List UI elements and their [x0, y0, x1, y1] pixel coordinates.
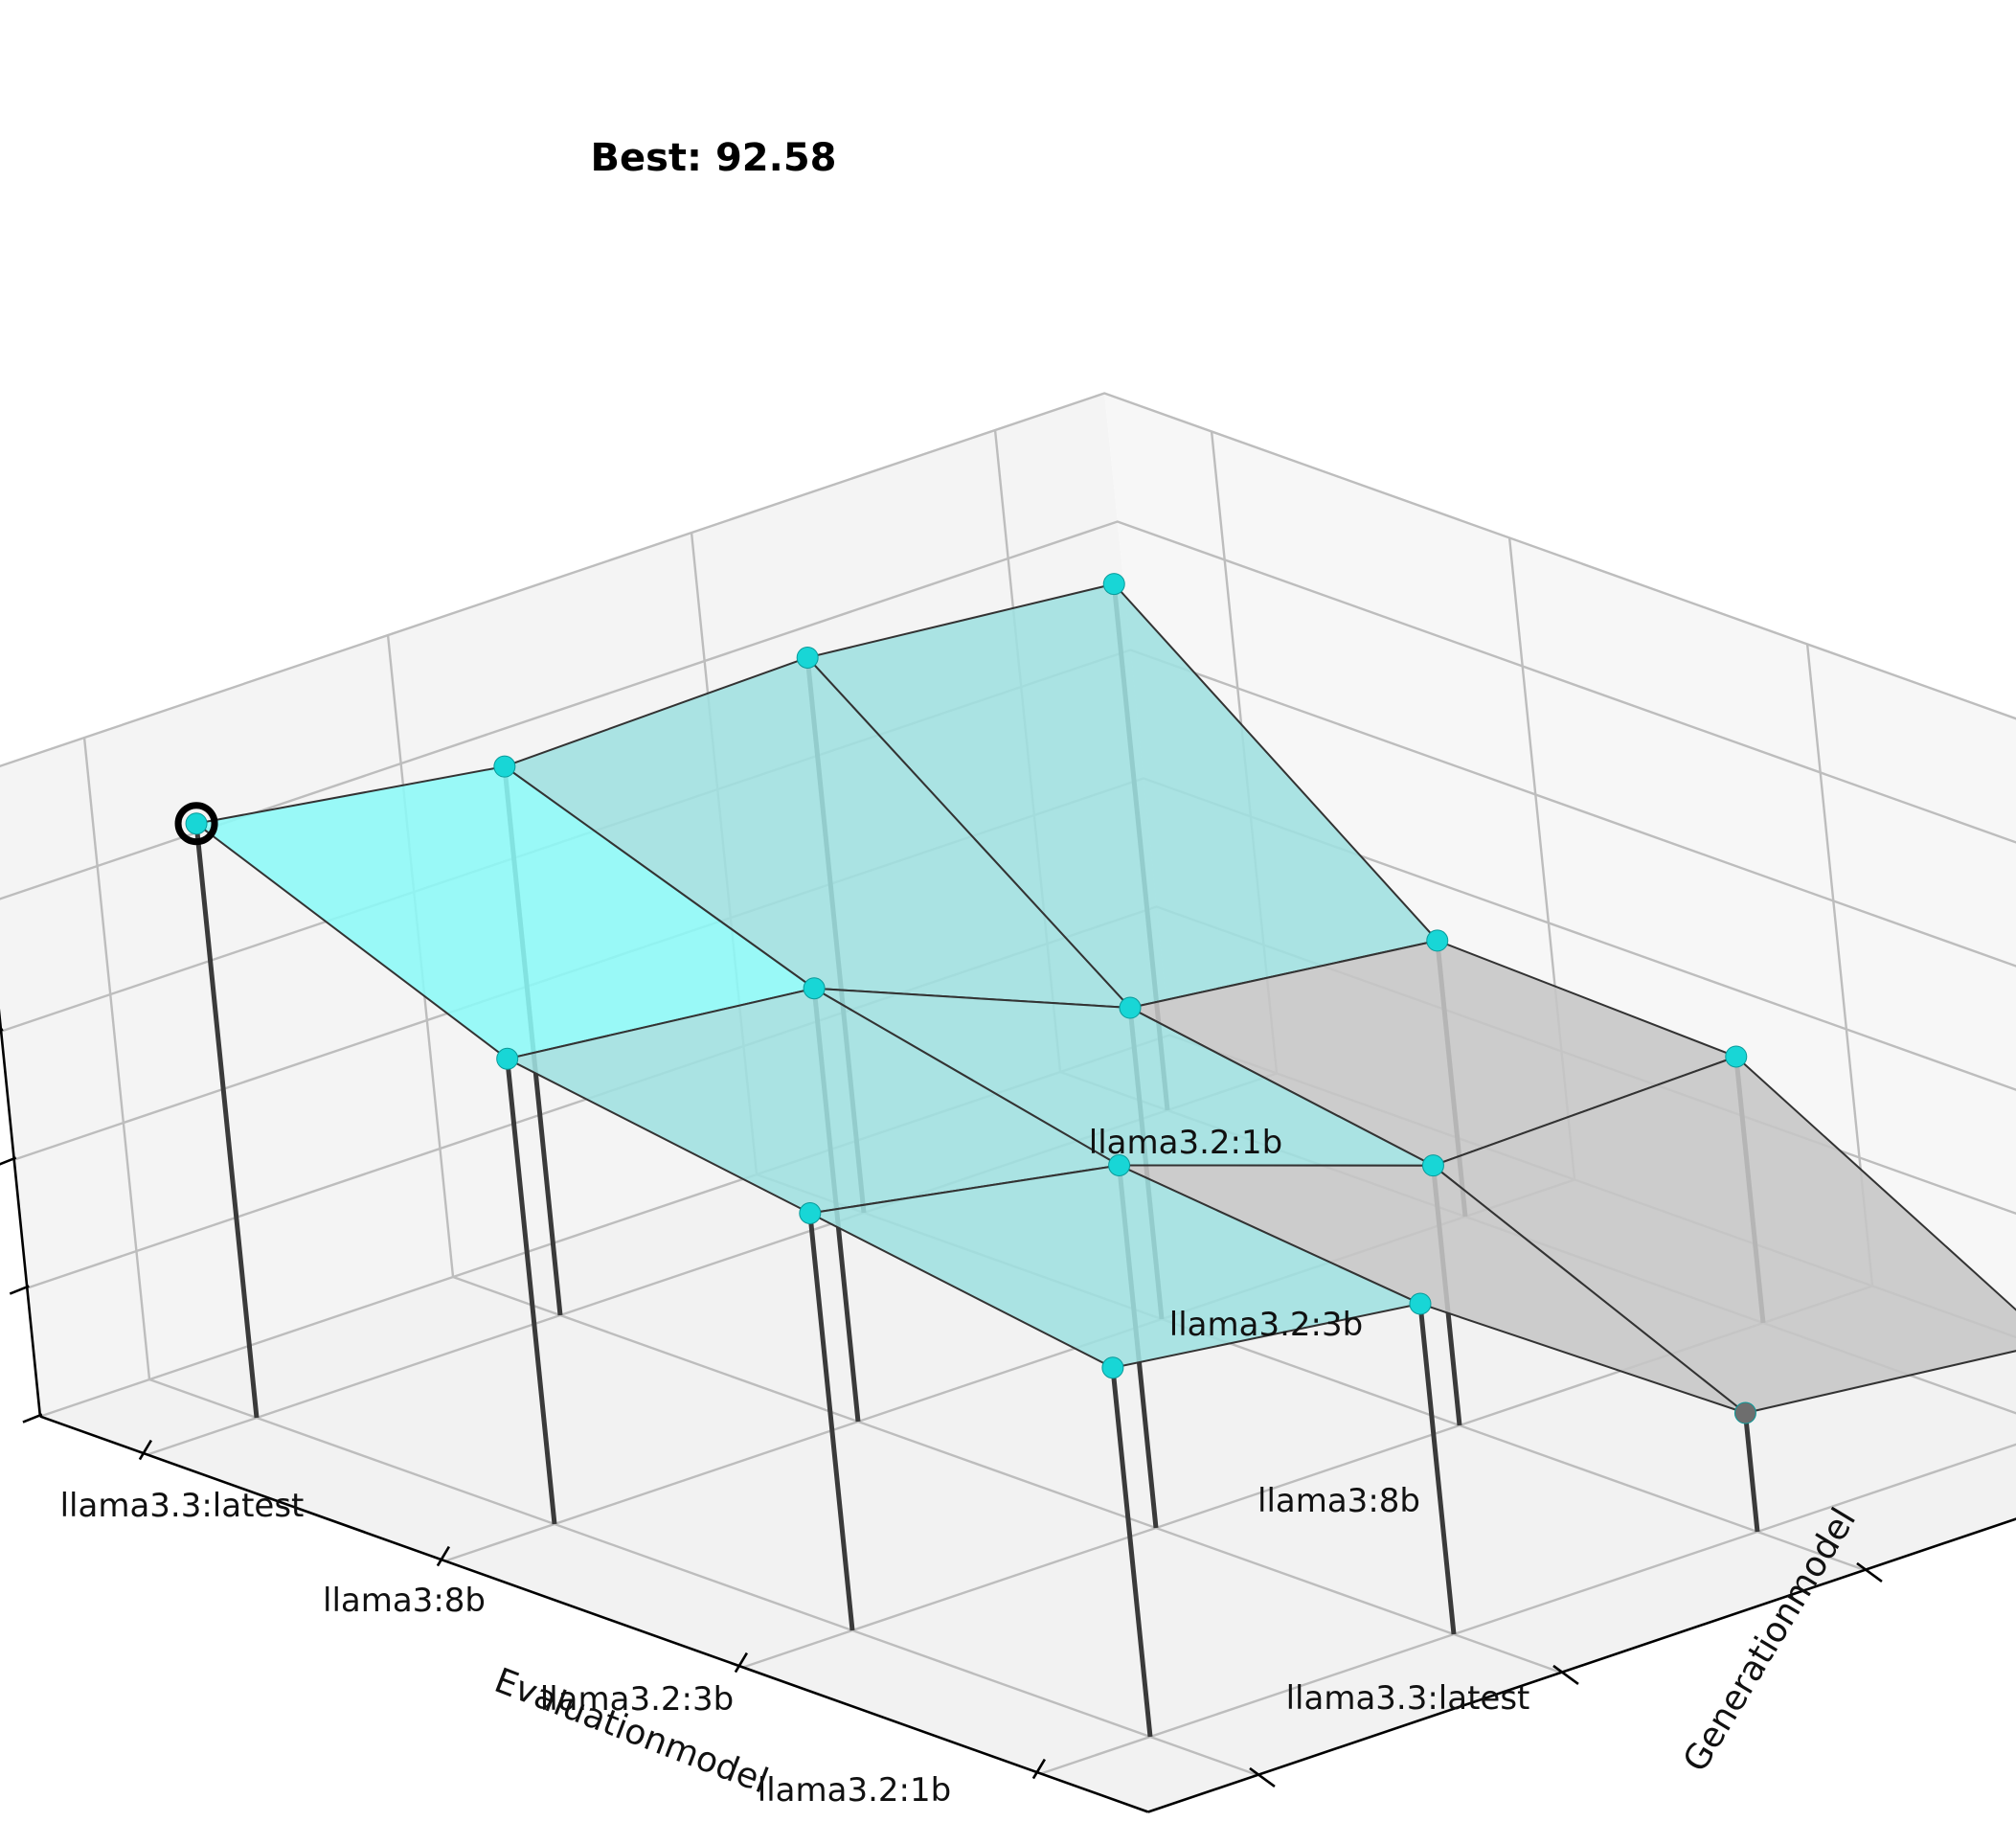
x-tick [436, 1545, 450, 1567]
stem-line [505, 1058, 557, 1525]
data-point [1119, 996, 1142, 1019]
y-axis-line [1147, 1517, 2016, 1813]
x-tick-label: llama3.3:latest [60, 1487, 305, 1525]
y-tick [1856, 1561, 1883, 1583]
y-tick-label: llama3:8b [1257, 1482, 1420, 1520]
y-tick-label: llama3.3:latest [1286, 1679, 1530, 1718]
data-point [1426, 929, 1449, 952]
data-point [1108, 1153, 1131, 1176]
data-point [185, 812, 208, 835]
data-point [1725, 1045, 1748, 1068]
x-tick [734, 1651, 748, 1674]
grid-line-gen-wall [82, 737, 151, 1380]
data-point [493, 755, 516, 778]
z-tick [0, 1156, 17, 1166]
y-tick-label: llama3.2:3b [1169, 1306, 1363, 1344]
x-axis-line [39, 1415, 1149, 1813]
y-tick [1249, 1766, 1276, 1788]
data-point [1421, 1154, 1444, 1177]
grid-line-z [0, 392, 2016, 768]
axis-lines [0, 1008, 2016, 1813]
best-annotation-label: Best: 92.58 [591, 136, 837, 180]
stem-line [193, 823, 260, 1419]
z-axis-line [0, 1008, 42, 1417]
data-point [803, 977, 826, 1000]
grid-line-gen [148, 1378, 1258, 1777]
best-point-ring [174, 802, 218, 846]
x-tick [138, 1439, 152, 1461]
grid-line-eval [1040, 1443, 2016, 1775]
stem-line [1742, 1412, 1760, 1533]
data-point [799, 1202, 822, 1224]
data-point [1733, 1401, 1756, 1424]
back-wall-pane [1104, 393, 2016, 1337]
y-tick [1552, 1664, 1579, 1686]
data-point [1102, 573, 1125, 596]
stem-line [807, 1213, 855, 1631]
stem-line [1110, 1367, 1153, 1738]
x-tick-label: llama3.2:1b [758, 1771, 951, 1810]
surface-faces [193, 582, 2016, 1415]
x-tick [1031, 1758, 1046, 1780]
stem-line [1417, 1303, 1457, 1635]
data-point [1101, 1356, 1124, 1379]
grid-line-z [0, 520, 2016, 900]
x-tick-label: llama3:8b [323, 1582, 486, 1620]
z-tick [9, 1285, 30, 1295]
y-tick-label: llama3.2:1b [1089, 1124, 1282, 1162]
x-tick-label: llama3.2:3b [540, 1680, 734, 1719]
data-markers [174, 573, 1756, 1424]
data-point [496, 1047, 519, 1070]
data-point [796, 646, 819, 669]
axis-labels: llama3.3:latest llama3:8b llama3.2:3b llama… [60, 1124, 1530, 1810]
z-tick [22, 1413, 43, 1424]
data-point [1409, 1292, 1432, 1315]
grid-line-gen [452, 1275, 1562, 1674]
